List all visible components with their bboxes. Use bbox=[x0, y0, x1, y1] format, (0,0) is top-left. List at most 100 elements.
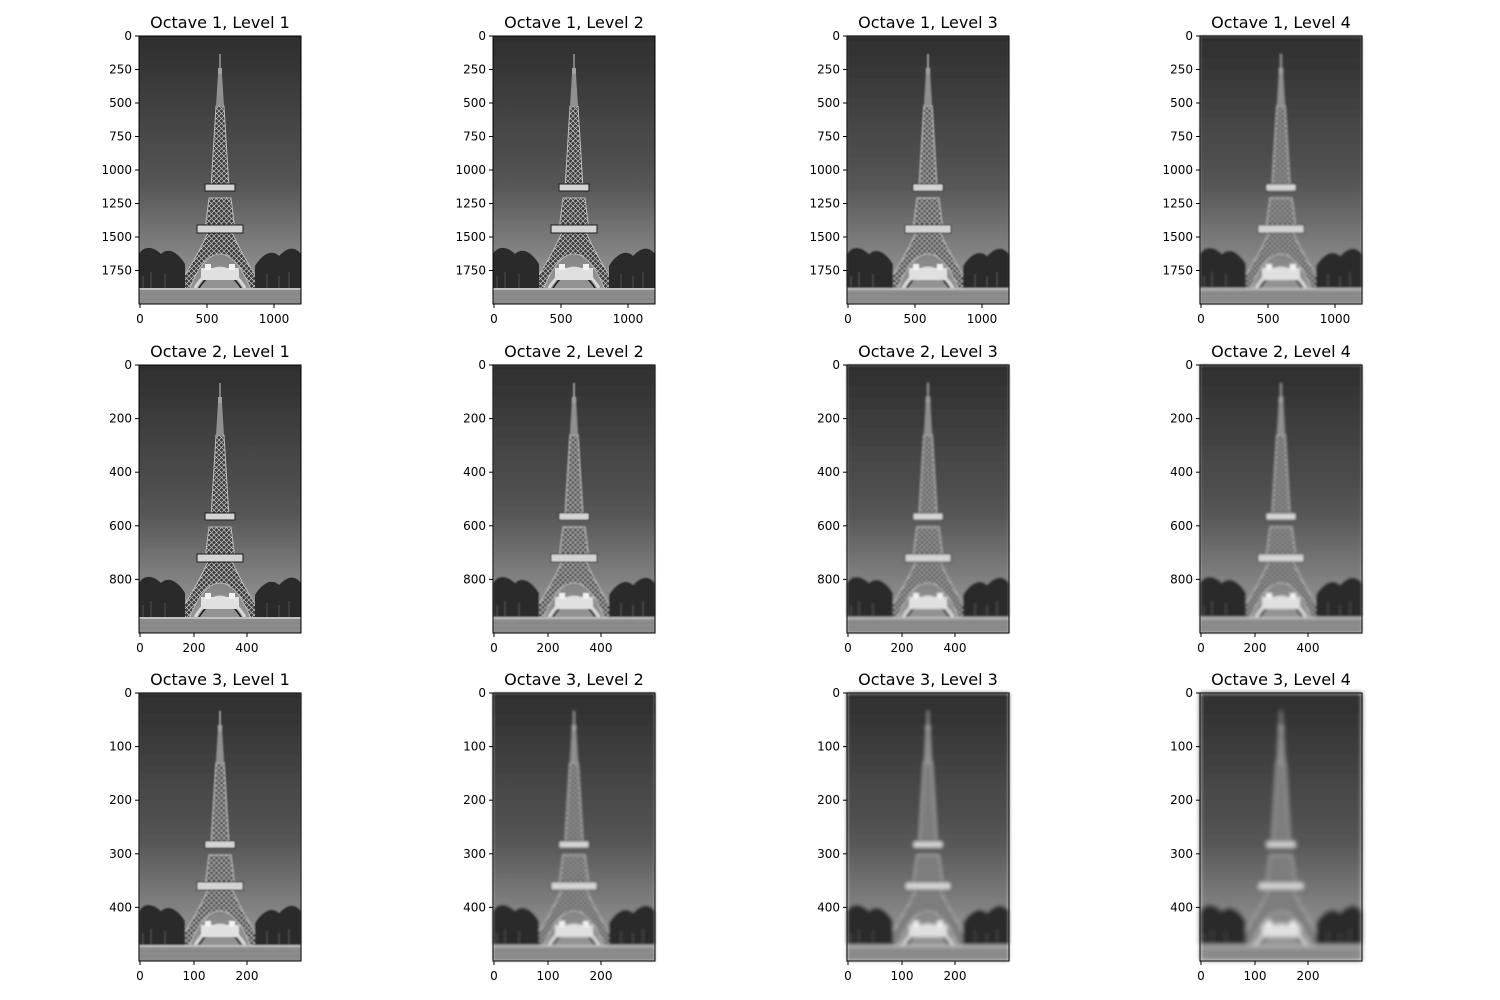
y-tick-label: 1500 bbox=[455, 230, 486, 244]
x-tick-label: 400 bbox=[236, 641, 259, 655]
eiffel-tower-image bbox=[491, 691, 657, 963]
x-tick-label: 0 bbox=[844, 641, 852, 655]
y-tick-label: 1750 bbox=[1162, 264, 1193, 278]
panel-title: Octave 2, Level 1 bbox=[150, 342, 290, 361]
y-tick-label: 1500 bbox=[1162, 230, 1193, 244]
y-tick-label: 100 bbox=[109, 740, 132, 754]
x-tick-label: 200 bbox=[183, 641, 206, 655]
eiffel-tower-image bbox=[137, 363, 303, 635]
y-tick-label: 1000 bbox=[809, 163, 840, 177]
y-tick-label: 1750 bbox=[101, 264, 132, 278]
eiffel-tower-image bbox=[845, 34, 1011, 306]
y-tick-label: 0 bbox=[1185, 29, 1193, 43]
y-tick-label: 400 bbox=[817, 465, 840, 479]
y-tick-label: 0 bbox=[124, 29, 132, 43]
x-tick-label: 0 bbox=[1197, 641, 1205, 655]
y-tick-label: 1250 bbox=[1162, 197, 1193, 211]
y-tick-label: 200 bbox=[817, 793, 840, 807]
x-tick-label: 100 bbox=[183, 969, 206, 983]
y-tick-label: 600 bbox=[1170, 519, 1193, 533]
panel: Octave 3, Level 4 0 100 200 300 400 0 100 200 bbox=[1170, 670, 1364, 983]
x-tick-label: 0 bbox=[136, 312, 144, 326]
y-tick-label: 400 bbox=[817, 900, 840, 914]
y-tick-label: 400 bbox=[463, 900, 486, 914]
y-tick-label: 200 bbox=[1170, 412, 1193, 426]
axes-frame bbox=[138, 364, 302, 634]
panel: Octave 1, Level 4 0 250 500 750 1000 1250 1500 1… bbox=[1162, 13, 1364, 326]
panel-title: Octave 3, Level 1 bbox=[150, 670, 290, 689]
x-tick-label: 0 bbox=[844, 312, 852, 326]
y-tick-label: 0 bbox=[124, 358, 132, 372]
y-tick-label: 0 bbox=[478, 29, 486, 43]
axes-frame bbox=[1199, 364, 1363, 634]
x-tick-label: 0 bbox=[136, 641, 144, 655]
y-tick-label: 500 bbox=[1170, 96, 1193, 110]
panel: Octave 1, Level 1 0 250 500 750 1000 1250 1500 1… bbox=[101, 13, 303, 326]
y-tick-label: 200 bbox=[109, 412, 132, 426]
y-tick-label: 1500 bbox=[809, 230, 840, 244]
x-tick-label: 500 bbox=[196, 312, 219, 326]
panel-title: Octave 2, Level 4 bbox=[1211, 342, 1351, 361]
y-tick-label: 0 bbox=[1185, 358, 1193, 372]
y-tick-label: 100 bbox=[817, 740, 840, 754]
y-tick-label: 500 bbox=[817, 96, 840, 110]
x-tick-label: 1000 bbox=[967, 312, 998, 326]
x-tick-label: 200 bbox=[1244, 641, 1267, 655]
axes-frame bbox=[492, 692, 656, 962]
x-tick-label: 200 bbox=[1297, 969, 1320, 983]
panel-title: Octave 2, Level 2 bbox=[504, 342, 644, 361]
y-tick-label: 400 bbox=[1170, 465, 1193, 479]
y-tick-label: 250 bbox=[109, 63, 132, 77]
x-tick-label: 0 bbox=[844, 969, 852, 983]
y-tick-label: 750 bbox=[817, 130, 840, 144]
y-tick-label: 200 bbox=[463, 412, 486, 426]
y-tick-label: 1750 bbox=[455, 264, 486, 278]
axes-frame bbox=[846, 692, 1010, 962]
x-tick-label: 0 bbox=[1197, 969, 1205, 983]
x-tick-label: 1000 bbox=[613, 312, 644, 326]
eiffel-tower-image bbox=[1198, 34, 1364, 306]
x-tick-label: 1000 bbox=[1320, 312, 1351, 326]
x-tick-label: 0 bbox=[1197, 312, 1205, 326]
y-tick-label: 600 bbox=[109, 519, 132, 533]
y-tick-label: 1000 bbox=[101, 163, 132, 177]
y-tick-label: 1250 bbox=[455, 197, 486, 211]
x-tick-label: 0 bbox=[490, 312, 498, 326]
y-tick-label: 250 bbox=[463, 63, 486, 77]
x-tick-label: 400 bbox=[1297, 641, 1320, 655]
y-tick-label: 400 bbox=[1170, 900, 1193, 914]
y-tick-label: 200 bbox=[817, 412, 840, 426]
y-tick-label: 500 bbox=[463, 96, 486, 110]
eiffel-tower-image bbox=[137, 34, 303, 306]
y-tick-label: 200 bbox=[463, 793, 486, 807]
y-tick-label: 250 bbox=[817, 63, 840, 77]
eiffel-tower-image bbox=[491, 34, 657, 306]
x-tick-label: 500 bbox=[1257, 312, 1280, 326]
panel: Octave 1, Level 3 0 250 500 750 1000 1250 1500 1… bbox=[809, 13, 1011, 326]
axes-frame bbox=[846, 364, 1010, 634]
y-tick-label: 400 bbox=[109, 900, 132, 914]
y-tick-label: 100 bbox=[463, 740, 486, 754]
x-tick-label: 100 bbox=[1244, 969, 1267, 983]
y-tick-label: 0 bbox=[832, 358, 840, 372]
y-tick-label: 300 bbox=[463, 847, 486, 861]
y-tick-label: 1000 bbox=[1162, 163, 1193, 177]
y-tick-label: 1500 bbox=[101, 230, 132, 244]
panel: Octave 3, Level 3 0 100 200 300 400 0 100 200 bbox=[817, 670, 1011, 983]
panel: Octave 2, Level 4 0 200 400 600 800 0 200 400 bbox=[1170, 342, 1364, 655]
axes-frame bbox=[492, 364, 656, 634]
y-tick-label: 200 bbox=[1170, 793, 1193, 807]
y-tick-label: 0 bbox=[478, 686, 486, 700]
panel: Octave 1, Level 2 0 250 500 750 1000 1250 1500 1… bbox=[455, 13, 657, 326]
eiffel-tower-image bbox=[845, 691, 1011, 963]
y-tick-label: 750 bbox=[463, 130, 486, 144]
panel-title: Octave 1, Level 3 bbox=[858, 13, 998, 32]
y-tick-label: 600 bbox=[817, 519, 840, 533]
x-tick-label: 100 bbox=[537, 969, 560, 983]
y-tick-label: 0 bbox=[124, 686, 132, 700]
eiffel-tower-image bbox=[1198, 363, 1364, 635]
y-tick-label: 800 bbox=[109, 572, 132, 586]
eiffel-tower-image bbox=[137, 691, 303, 963]
x-tick-label: 200 bbox=[944, 969, 967, 983]
x-tick-label: 200 bbox=[590, 969, 613, 983]
